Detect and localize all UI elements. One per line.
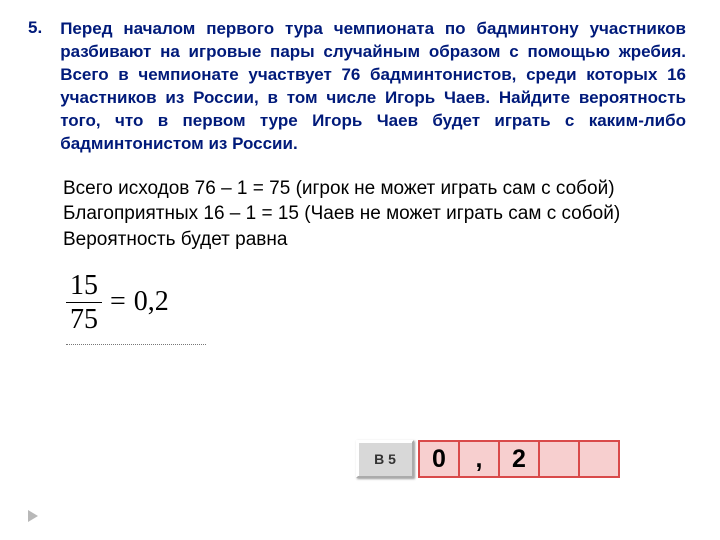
fraction-expression: 15 75 = 0,2 [66,271,686,335]
problem-text: Перед началом первого тура чемпионата по… [60,18,686,156]
fraction: 15 75 [66,271,102,335]
slide: 5. Перед началом первого тура чемпионата… [0,0,720,363]
dotted-underline [66,344,206,345]
equals-sign: = [110,286,126,318]
solution-line-3: Вероятность будет равна [63,227,686,253]
answer-box: В 5 0 , 2 [356,440,620,478]
solution-block: Всего исходов 76 – 1 = 75 (игрок не може… [63,176,686,253]
answer-label-button[interactable]: В 5 [356,440,414,478]
solution-line-2: Благоприятных 16 – 1 = 15 (Чаев не может… [63,201,686,227]
answer-cell[interactable]: 2 [500,442,540,476]
fraction-bar [66,302,102,303]
play-icon [28,510,38,522]
answer-cells: 0 , 2 [418,440,620,478]
problem-row: 5. Перед началом первого тура чемпионата… [28,18,686,156]
fraction-numerator: 15 [66,271,102,300]
answer-cell[interactable] [580,442,618,476]
answer-cell[interactable]: 0 [420,442,460,476]
fraction-denominator: 75 [66,305,102,334]
answer-cell[interactable]: , [460,442,500,476]
solution-line-1: Всего исходов 76 – 1 = 75 (игрок не може… [63,176,686,202]
problem-number: 5. [28,18,42,38]
fraction-result: 0,2 [134,286,169,318]
answer-cell[interactable] [540,442,580,476]
